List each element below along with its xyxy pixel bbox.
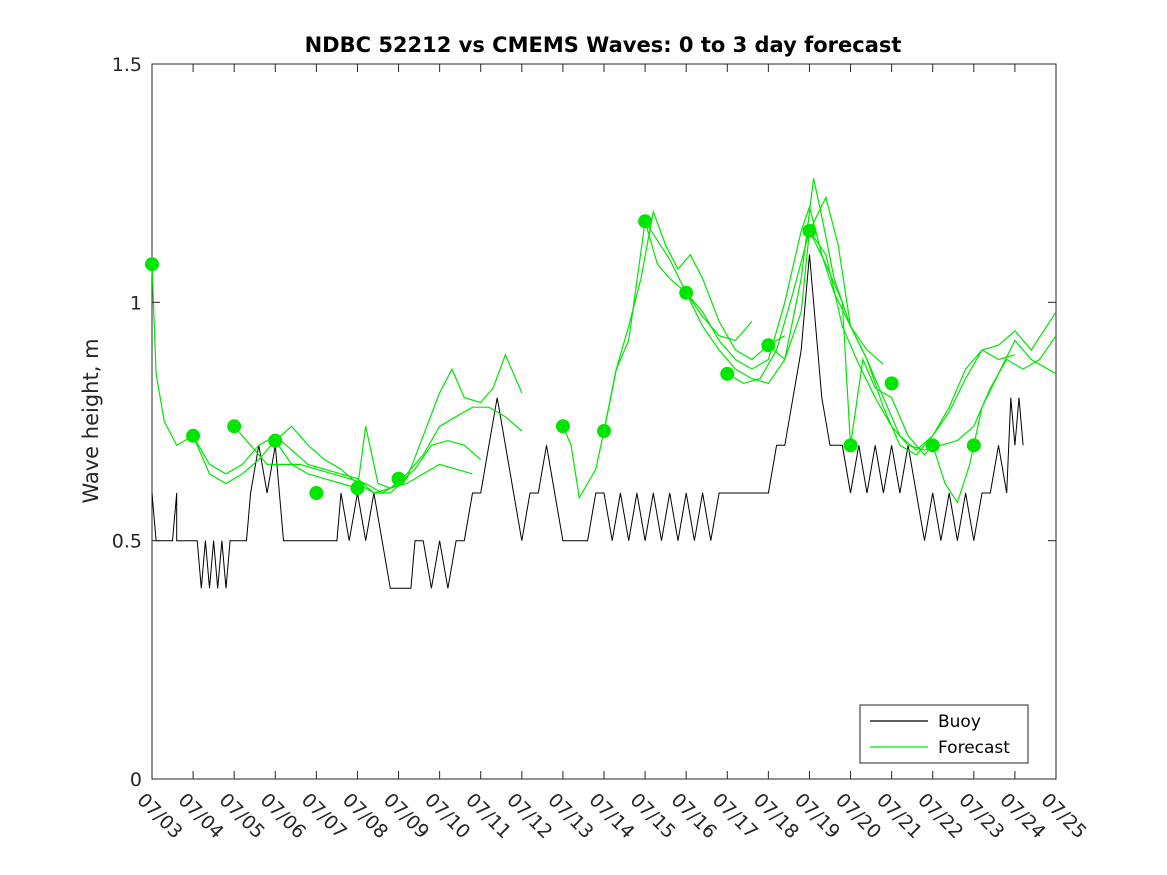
y-tick-label: 0.5 [112,531,142,553]
forecast-marker-9 [638,214,653,229]
y-axis-label: Wave height, m [79,338,103,503]
forecast-marker-10 [679,285,694,300]
y-tick-label: 1.5 [112,54,142,76]
axes-box [151,63,1057,780]
y-tick-label: 0 [130,769,142,791]
marker-layer [145,214,981,500]
forecast-series-line-3 [233,425,482,494]
legend-label-buoy: Buoy [938,712,981,732]
forecast-series-line-9 [726,195,1057,451]
forecast-marker-16 [925,438,940,453]
forecast-marker-4 [309,486,324,500]
legend-box [859,704,1029,764]
legend: Buoy Forecast [859,704,1029,764]
forecast-marker-11 [720,366,735,381]
forecast-marker-7 [555,419,570,434]
forecast-series-line-7 [644,204,884,370]
forecast-series-line-10 [768,228,1057,504]
forecast-marker-1 [186,428,201,443]
forecast-marker-17 [966,438,981,453]
y-axis-ticks: 0 0.5 1 1.5 [112,54,1056,791]
forecast-series-line-4 [274,426,473,489]
forecast-marker-13 [802,223,817,238]
forecast-series-line-6 [603,209,786,432]
forecast-marker-0 [145,257,159,272]
forecast-marker-3 [268,433,283,448]
forecast-marker-2 [227,419,242,434]
forecast-marker-15 [884,376,899,391]
forecast-marker-5 [350,481,365,496]
chart-title: NDBC 52212 vs CMEMS Waves: 0 to 3 day fo… [305,33,902,57]
buoy-series-line [151,254,1024,589]
forecast-marker-6 [391,471,406,486]
forecast-marker-8 [597,424,611,439]
forecast-marker-14 [843,438,858,453]
y-tick-label: 1 [130,292,142,314]
legend-label-forecast: Forecast [938,738,1010,758]
forecast-marker-12 [761,338,776,353]
plot-area [151,63,1057,780]
